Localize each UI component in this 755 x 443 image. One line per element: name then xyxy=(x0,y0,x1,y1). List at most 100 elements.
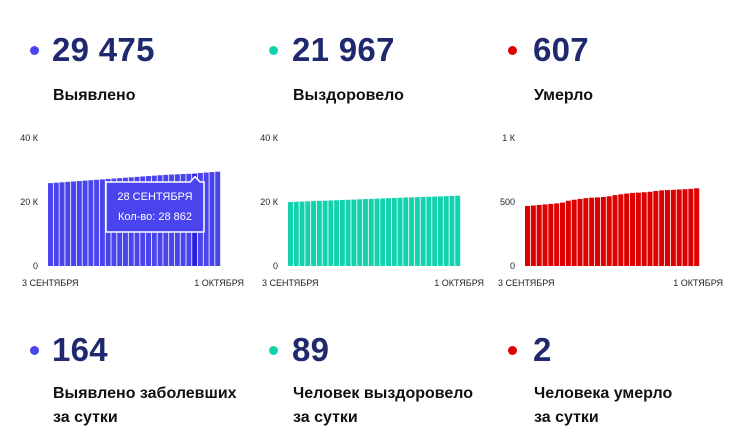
bar xyxy=(94,179,100,266)
tooltip-box xyxy=(105,175,205,233)
bar xyxy=(635,192,641,266)
bar xyxy=(99,179,105,266)
bar xyxy=(82,180,88,266)
bar xyxy=(530,205,536,266)
bar xyxy=(65,181,71,266)
recovered-daily-value: 89 xyxy=(292,331,330,368)
deaths-daily-label-line1: Человека умерло xyxy=(534,385,673,402)
bar xyxy=(414,197,420,266)
deaths-bar-chart[interactable]: 0 500 1 К 3 СЕНТЯБРЯ 1 ОКТЯБРЯ xyxy=(490,126,755,296)
bar xyxy=(351,199,357,266)
y-tick-label: 0 xyxy=(33,261,38,271)
recovered-bar-chart[interactable]: 0 20 К 40 К 3 СЕНТЯБРЯ 1 ОКТЯБРЯ xyxy=(250,126,500,296)
bar xyxy=(305,201,311,266)
tooltip-date: 28 СЕНТЯБРЯ xyxy=(117,191,192,203)
bar xyxy=(583,198,589,266)
bar xyxy=(368,198,374,266)
bar xyxy=(71,181,77,266)
x-end-label: 1 ОКТЯБРЯ xyxy=(673,278,723,288)
bar xyxy=(688,188,694,266)
bar xyxy=(449,195,455,266)
recovered-daily-label-line1: Человек выздоровело xyxy=(293,385,474,402)
bar xyxy=(536,204,542,266)
chart-tooltip: 28 СЕНТЯБРЯ Кол-во: 28 862 xyxy=(105,175,205,233)
bar xyxy=(600,197,606,266)
bar xyxy=(624,193,630,266)
bar xyxy=(647,191,653,266)
x-end-label: 1 ОКТЯБРЯ xyxy=(434,278,484,288)
bar xyxy=(203,172,209,266)
bar xyxy=(59,182,65,266)
bar xyxy=(409,197,415,266)
bar xyxy=(571,199,577,266)
deaths-total-label: Умерло xyxy=(534,87,593,104)
y-tick-label: 0 xyxy=(510,261,515,271)
y-tick-label: 20 К xyxy=(20,197,39,207)
y-tick-label: 40 К xyxy=(260,133,279,143)
recovered-daily-label-line2: за сутки xyxy=(293,409,358,426)
bar xyxy=(630,192,636,266)
x-end-label: 1 ОКТЯБРЯ xyxy=(194,278,244,288)
bar xyxy=(88,180,94,266)
recovered-total-value: 21 967 xyxy=(292,31,395,68)
bar xyxy=(653,190,659,266)
bar xyxy=(577,198,583,266)
bar xyxy=(589,197,595,266)
bar xyxy=(641,192,647,266)
detected-daily-label-line2: за сутки xyxy=(53,409,118,426)
teal-dot-icon xyxy=(269,346,278,355)
y-tick-label: 0 xyxy=(273,261,278,271)
bar xyxy=(215,171,221,266)
bar xyxy=(455,195,461,266)
bar xyxy=(606,196,612,266)
y-tick-label: 20 К xyxy=(260,197,279,207)
bar xyxy=(48,183,53,266)
bar xyxy=(397,197,403,266)
recovered-total-label: Выздоровело xyxy=(293,87,404,104)
bar xyxy=(316,200,322,266)
y-tick-label: 40 К xyxy=(20,133,39,143)
bar xyxy=(334,200,340,266)
bar xyxy=(443,196,449,266)
x-start-label: 3 СЕНТЯБРЯ xyxy=(498,278,555,288)
bar xyxy=(311,201,317,266)
bar xyxy=(386,198,391,266)
bar xyxy=(554,203,560,266)
bar xyxy=(380,198,386,266)
bar xyxy=(437,196,443,266)
deaths-daily-value: 2 xyxy=(533,331,552,368)
bar xyxy=(426,196,432,266)
bar xyxy=(209,172,215,266)
red-dot-icon xyxy=(508,46,517,55)
bar xyxy=(391,197,397,266)
bar xyxy=(670,189,676,266)
bar xyxy=(76,181,82,266)
bar xyxy=(548,203,554,266)
bar xyxy=(694,188,700,266)
bar xyxy=(420,196,426,266)
deaths-daily-label-line2: за сутки xyxy=(534,409,599,426)
bar xyxy=(374,198,380,266)
bar xyxy=(403,197,409,266)
detected-daily-value: 164 xyxy=(52,331,108,368)
bar xyxy=(542,204,548,266)
deaths-total-value: 607 xyxy=(533,31,589,68)
bar xyxy=(676,189,682,266)
bar xyxy=(362,199,368,266)
bar xyxy=(328,200,334,266)
blue-dot-icon xyxy=(30,46,39,55)
x-start-label: 3 СЕНТЯБРЯ xyxy=(22,278,79,288)
bar xyxy=(432,196,438,266)
bar xyxy=(565,200,571,266)
teal-dot-icon xyxy=(269,46,278,55)
detected-bar-chart[interactable]: 0 20 К 40 К 3 СЕНТЯБРЯ 1 ОКТЯБРЯ 28 СЕНТЯБРЯ К… xyxy=(0,126,250,296)
bar xyxy=(560,202,566,266)
bar xyxy=(339,199,345,266)
y-tick-label: 1 К xyxy=(502,133,516,143)
bar xyxy=(682,189,688,266)
bar xyxy=(293,201,299,266)
bar xyxy=(345,199,351,266)
bar xyxy=(53,182,59,266)
bar xyxy=(595,197,601,266)
bar xyxy=(288,202,293,266)
